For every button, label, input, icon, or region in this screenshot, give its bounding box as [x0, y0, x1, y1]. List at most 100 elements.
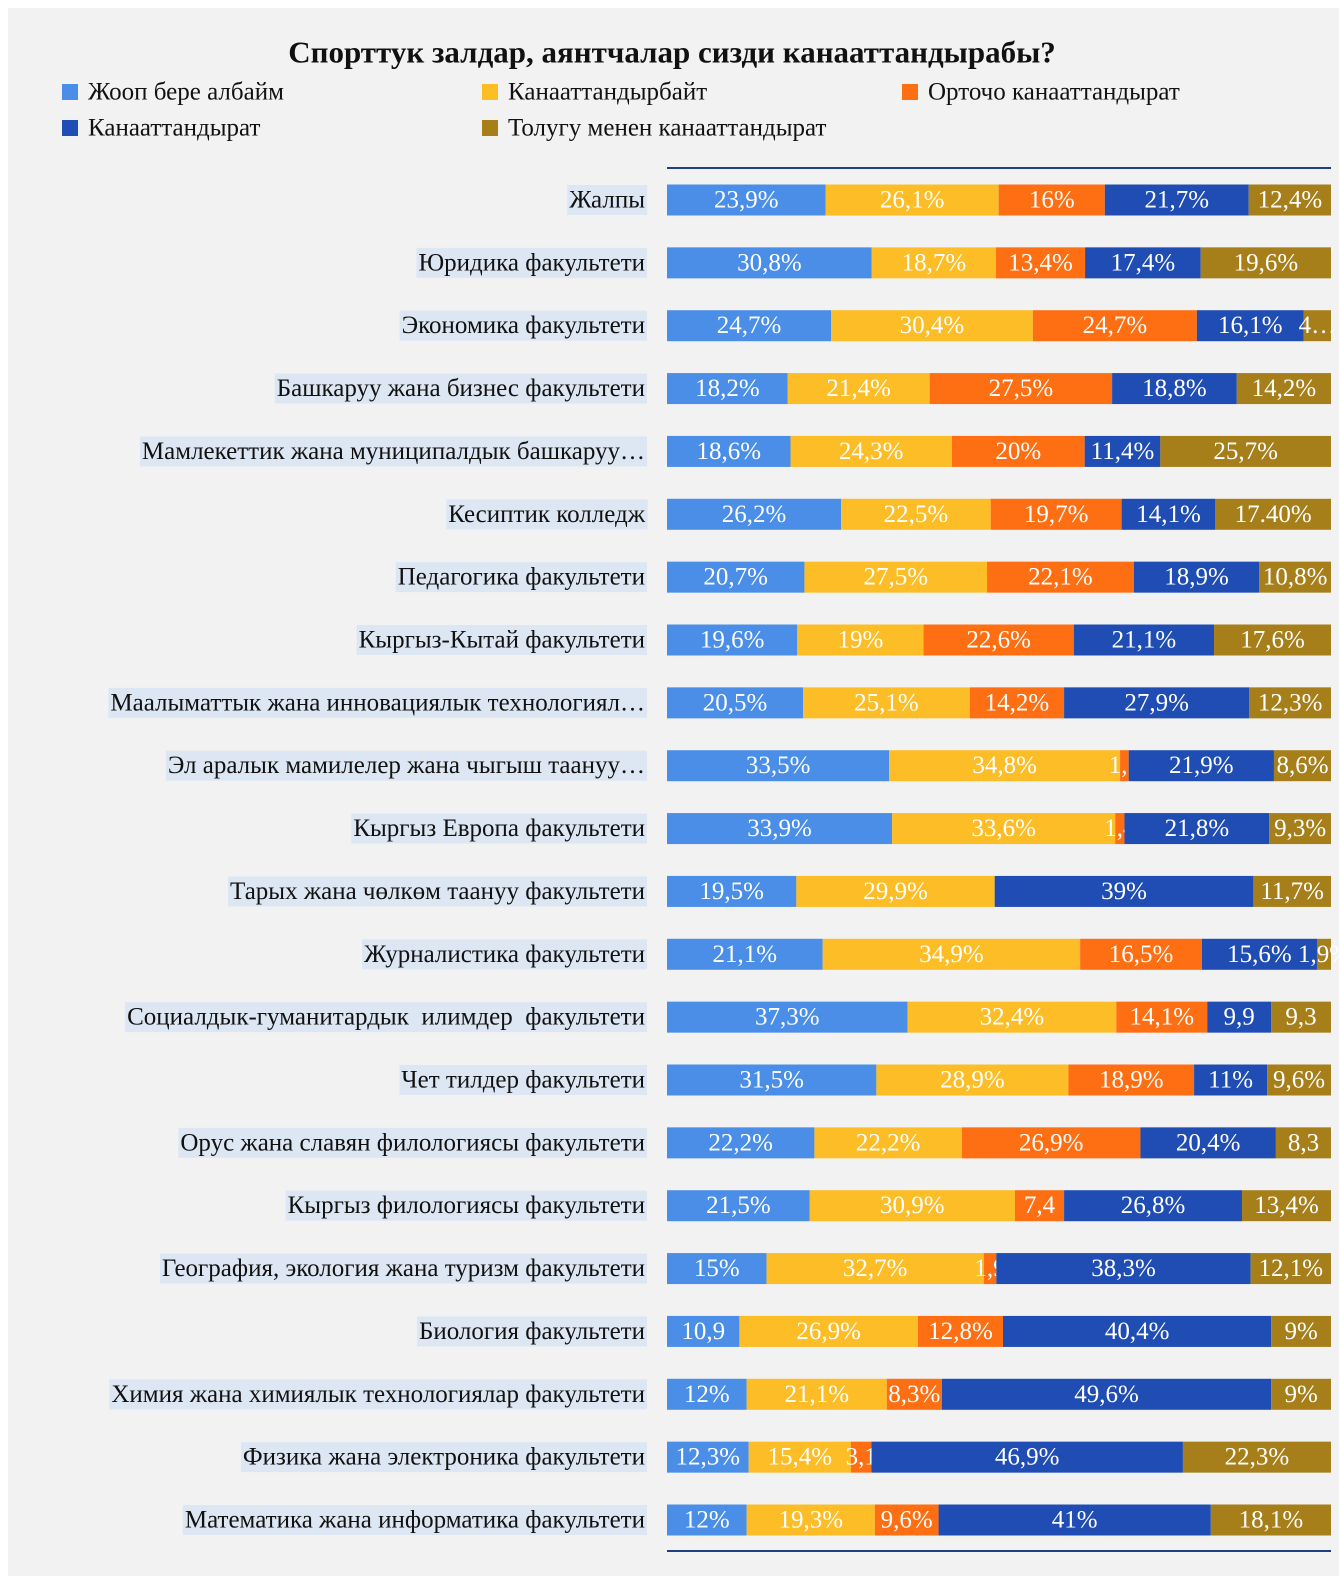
- bar-segment: [1064, 1190, 1243, 1222]
- value-label: 15%: [694, 1255, 740, 1282]
- legend-swatch: [902, 84, 918, 100]
- bar-segment: [667, 687, 804, 719]
- value-label: 21,9%: [1169, 752, 1234, 779]
- bar-segment: [739, 1315, 918, 1347]
- bar-segment: [1253, 875, 1331, 907]
- bar-segment: [766, 1253, 984, 1285]
- bar-segment: [1014, 1190, 1065, 1222]
- bar-segment: [1316, 938, 1331, 970]
- bar-segment: [850, 1441, 872, 1473]
- bar-segment: [1271, 1315, 1331, 1347]
- value-label: 19,7%: [1024, 501, 1089, 528]
- bar-segment: [998, 184, 1105, 216]
- value-label: 9,6%: [881, 1507, 933, 1534]
- value-label: 24,7%: [1083, 312, 1148, 339]
- y-tick-label: Кыргыз Европа факультети: [353, 815, 645, 842]
- bar-segment: [889, 750, 1121, 782]
- value-label: 20%: [995, 438, 1041, 465]
- value-label: 7,4: [1024, 1192, 1056, 1219]
- legend-label: Орточо канааттандырат: [928, 79, 1180, 106]
- bar-segment: [1182, 1441, 1331, 1473]
- value-label: 18,9%: [1099, 1067, 1164, 1094]
- category-highlight: [395, 562, 647, 593]
- value-label: 33,9%: [747, 815, 812, 842]
- category-group: Экономика факультети: [399, 310, 647, 341]
- value-label: 23,9%: [714, 187, 779, 214]
- bar-segment: [1080, 938, 1202, 970]
- value-label: 28,9%: [940, 1067, 1005, 1094]
- category-group: Кыргыз филологиясы факультети: [285, 1190, 647, 1221]
- y-tick-label: Кесиптик колледж: [448, 501, 645, 528]
- y-tick-label: Физика жана электроника факультети: [243, 1444, 645, 1471]
- category-group: Математика жана информатика факультети: [182, 1505, 647, 1535]
- bar-segment: [1248, 184, 1331, 216]
- bar-segment: [1104, 184, 1249, 216]
- bar-segment: [809, 1190, 1015, 1222]
- bar-segment: [825, 184, 999, 216]
- value-label: 30,8%: [737, 249, 802, 276]
- value-label: 32,4%: [980, 1004, 1045, 1031]
- value-label: 11,4%: [1091, 438, 1155, 465]
- bar-segment: [667, 938, 823, 970]
- category-highlight: [362, 939, 647, 970]
- value-label: 21,7%: [1144, 187, 1209, 214]
- category-group: Социалдык-гуманитардык илимдер факультет…: [125, 1002, 647, 1033]
- value-label: 41%: [1052, 1507, 1098, 1534]
- bar-segment: [990, 498, 1122, 530]
- bar-segment: [667, 1315, 740, 1347]
- value-label: 12,1%: [1259, 1255, 1324, 1282]
- value-label: 21,1%: [784, 1381, 849, 1408]
- category-highlight: [274, 373, 647, 404]
- value-label: 22,6%: [966, 627, 1031, 654]
- y-tick-label: Маалыматтык жана инновациялык технология…: [110, 689, 645, 716]
- value-label: 12%: [684, 1381, 730, 1408]
- bar-segment: [1250, 1253, 1331, 1285]
- value-label: 12%: [684, 1507, 730, 1534]
- category-group: Педагогика факультети: [395, 562, 647, 593]
- category-highlight: [182, 1505, 647, 1535]
- legend-label: Жооп бере албайм: [88, 79, 284, 106]
- value-label: 27,5%: [989, 375, 1054, 402]
- y-tick-label: Эл аралык мамилелер жана чыгыш таануу…: [168, 752, 645, 779]
- value-label: 13,4%: [1008, 249, 1073, 276]
- bar-segment: [1200, 247, 1331, 279]
- category-highlight: [139, 436, 647, 467]
- bar-segment: [822, 938, 1081, 970]
- category-highlight: [567, 185, 648, 215]
- value-label: 20,5%: [703, 689, 768, 716]
- value-label: 17,6%: [1240, 627, 1305, 654]
- value-label: 14,2%: [1252, 375, 1317, 402]
- value-label: 16%: [1029, 187, 1075, 214]
- value-label: 38,3%: [1091, 1255, 1156, 1282]
- value-label: 27,9%: [1124, 689, 1189, 716]
- category-group: Тарых жана чөлкөм таануу факультети: [228, 876, 647, 907]
- value-label: 31,5%: [739, 1067, 804, 1094]
- bar-segment: [961, 1127, 1141, 1159]
- bar-segment: [1267, 1064, 1331, 1096]
- y-tick-label: Химия жана химиялык технологиялар факуль…: [111, 1381, 645, 1408]
- y-tick-label: Кыргыз филологиясы факультети: [288, 1192, 645, 1219]
- value-label: 33,5%: [746, 752, 811, 779]
- value-label: 25,7%: [1213, 438, 1278, 465]
- bar-segment: [951, 435, 1085, 467]
- category-group: Кесиптик колледж: [446, 499, 648, 530]
- bar-segment: [996, 247, 1086, 279]
- bar-segment: [994, 875, 1254, 907]
- value-label: 18,1%: [1239, 1507, 1304, 1534]
- bar-segment: [1124, 813, 1270, 845]
- bar-segment: [667, 1378, 747, 1410]
- bar-segment: [667, 1064, 877, 1096]
- value-label: 15,6%: [1227, 941, 1292, 968]
- value-label: 22,5%: [884, 501, 949, 528]
- value-label: 24,7%: [717, 312, 782, 339]
- value-label: 29,9%: [863, 878, 928, 905]
- value-label: 18,8%: [1142, 375, 1207, 402]
- bar-segment: [803, 687, 970, 719]
- value-label: 24,3%: [839, 438, 904, 465]
- bar-segment: [1303, 310, 1331, 342]
- value-label: 14,1%: [1136, 501, 1201, 528]
- value-label: 1,9%: [1298, 941, 1339, 968]
- chart-title: Спорттук залдар, аянтчалар сизди канаатт…: [288, 35, 1056, 70]
- bar-segment: [886, 1378, 942, 1410]
